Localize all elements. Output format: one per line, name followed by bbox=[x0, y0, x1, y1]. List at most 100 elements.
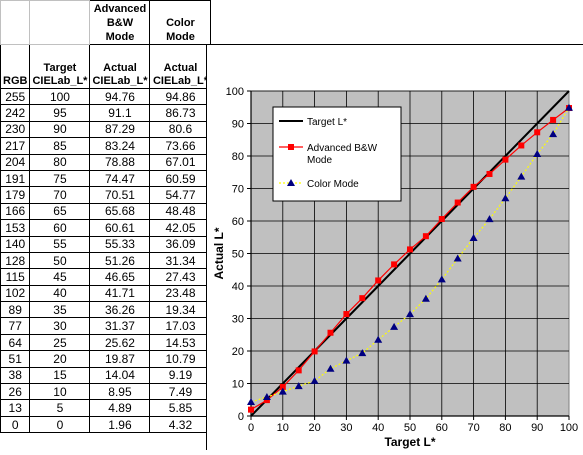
cell-color[interactable]: 9.19 bbox=[149, 366, 212, 385]
cell-adv[interactable]: 91.1 bbox=[89, 104, 151, 122]
cell-color[interactable]: 5.85 bbox=[149, 399, 212, 417]
cell-rgb[interactable]: 38 bbox=[0, 366, 31, 385]
cell-adv[interactable]: 94.76 bbox=[89, 87, 151, 106]
cell-rgb[interactable]: 89 bbox=[0, 301, 31, 319]
data-point-triangle bbox=[374, 335, 383, 343]
cell-color[interactable]: 27.43 bbox=[149, 268, 212, 286]
cell-color[interactable]: 14.53 bbox=[149, 333, 212, 352]
cell-color[interactable]: 54.77 bbox=[149, 186, 212, 204]
cell-rgb[interactable]: 51 bbox=[0, 350, 31, 368]
cell-color[interactable]: 42.05 bbox=[149, 219, 212, 237]
rgb-header[interactable]: RGB bbox=[0, 44, 31, 89]
cell-target[interactable]: 90 bbox=[29, 120, 91, 139]
cell-color[interactable]: 86.73 bbox=[149, 104, 212, 122]
cell-color[interactable]: 67.01 bbox=[149, 153, 212, 171]
cell-rgb[interactable]: 26 bbox=[0, 383, 31, 401]
cell-adv[interactable]: 25.62 bbox=[89, 333, 151, 352]
cell-rgb[interactable]: 242 bbox=[0, 104, 31, 122]
cell-rgb[interactable]: 0 bbox=[0, 415, 31, 434]
cell-rgb[interactable]: 217 bbox=[0, 137, 31, 155]
cell-target[interactable]: 20 bbox=[29, 350, 91, 368]
color-mode-header[interactable]: Color Mode bbox=[149, 0, 212, 45]
cell-target[interactable]: 45 bbox=[29, 268, 91, 286]
actual-color-header[interactable]: Actual CIELab_L* bbox=[149, 44, 212, 89]
target-header[interactable]: Target CIELab_L* bbox=[29, 44, 91, 89]
cell-adv[interactable]: 55.33 bbox=[89, 235, 151, 253]
cell-rgb[interactable]: 153 bbox=[0, 219, 31, 237]
cell-color[interactable]: 10.79 bbox=[149, 350, 212, 368]
cell-rgb[interactable]: 128 bbox=[0, 251, 31, 270]
actual-adv-header[interactable]: Actual CIELab_L* bbox=[89, 44, 151, 89]
cell-adv[interactable]: 14.04 bbox=[89, 366, 151, 385]
cell-rgb[interactable]: 204 bbox=[0, 153, 31, 171]
cell-target[interactable]: 60 bbox=[29, 219, 91, 237]
cell-rgb[interactable]: 140 bbox=[0, 235, 31, 253]
adv-mode-header[interactable]: Advanced B&W Mode bbox=[89, 0, 151, 45]
cell-adv[interactable]: 51.26 bbox=[89, 251, 151, 270]
cell-target[interactable]: 85 bbox=[29, 137, 91, 155]
cell-adv[interactable]: 60.61 bbox=[89, 219, 151, 237]
cell-rgb[interactable]: 77 bbox=[0, 317, 31, 335]
cell-adv[interactable]: 87.29 bbox=[89, 120, 151, 139]
cell-color[interactable]: 31.34 bbox=[149, 251, 212, 270]
cell-rgb[interactable]: 102 bbox=[0, 284, 31, 303]
cell-target[interactable]: 50 bbox=[29, 251, 91, 270]
data-point-triangle bbox=[437, 275, 446, 283]
cell-rgb[interactable]: 115 bbox=[0, 268, 31, 286]
cell-adv[interactable]: 41.71 bbox=[89, 284, 151, 303]
cell-target[interactable]: 10 bbox=[29, 383, 91, 401]
cell-color[interactable]: 94.86 bbox=[149, 87, 212, 106]
cell-target[interactable]: 65 bbox=[29, 202, 91, 221]
cell-target[interactable]: 30 bbox=[29, 317, 91, 335]
cell-target[interactable]: 35 bbox=[29, 301, 91, 319]
cell-adv[interactable]: 1.96 bbox=[89, 415, 151, 434]
chart-area[interactable]: 0 10 20 30 40 50 60 70 80 90 100 0 10 20 30 40 50 60 70 80 9… bbox=[206, 44, 583, 450]
cell-adv[interactable]: 36.26 bbox=[89, 301, 151, 319]
cell-color[interactable]: 60.59 bbox=[149, 169, 212, 188]
empty-cell[interactable] bbox=[0, 0, 31, 45]
cell-color[interactable]: 48.48 bbox=[149, 202, 212, 221]
cell-rgb[interactable]: 255 bbox=[0, 87, 31, 106]
cell-adv[interactable]: 19.87 bbox=[89, 350, 151, 368]
cell-adv[interactable]: 83.24 bbox=[89, 137, 151, 155]
cell-adv[interactable]: 65.68 bbox=[89, 202, 151, 221]
cell-color[interactable]: 36.09 bbox=[149, 235, 212, 253]
cell-color[interactable]: 80.6 bbox=[149, 120, 212, 139]
data-point-triangle bbox=[533, 150, 542, 158]
cell-color[interactable]: 7.49 bbox=[149, 383, 212, 401]
y-tick-label: 20 bbox=[232, 346, 244, 358]
cell-rgb[interactable]: 166 bbox=[0, 202, 31, 221]
cell-color[interactable]: 4.32 bbox=[149, 415, 212, 434]
cell-target[interactable]: 55 bbox=[29, 235, 91, 253]
cell-adv[interactable]: 4.89 bbox=[89, 399, 151, 417]
cell-target[interactable]: 5 bbox=[29, 399, 91, 417]
cell-target[interactable]: 40 bbox=[29, 284, 91, 303]
cell-adv[interactable]: 8.95 bbox=[89, 383, 151, 401]
cell-adv[interactable]: 46.65 bbox=[89, 268, 151, 286]
cell-target[interactable]: 0 bbox=[29, 415, 91, 434]
empty-cell[interactable] bbox=[29, 0, 91, 45]
cell-target[interactable]: 80 bbox=[29, 153, 91, 171]
cell-rgb[interactable]: 64 bbox=[0, 333, 31, 352]
legend-label: Mode bbox=[307, 155, 332, 166]
cell-rgb[interactable]: 230 bbox=[0, 120, 31, 139]
cell-target[interactable]: 15 bbox=[29, 366, 91, 385]
cell-target[interactable]: 70 bbox=[29, 186, 91, 204]
cell-target[interactable]: 100 bbox=[29, 87, 91, 106]
cell-color[interactable]: 17.03 bbox=[149, 317, 212, 335]
cell-adv[interactable]: 31.37 bbox=[89, 317, 151, 335]
cell-adv[interactable]: 70.51 bbox=[89, 186, 151, 204]
cell-adv[interactable]: 74.47 bbox=[89, 169, 151, 188]
cell-target[interactable]: 95 bbox=[29, 104, 91, 122]
cell-rgb[interactable]: 179 bbox=[0, 186, 31, 204]
cell-color[interactable]: 73.66 bbox=[149, 137, 212, 155]
data-point-triangle bbox=[358, 349, 367, 357]
cell-color[interactable]: 23.48 bbox=[149, 284, 212, 303]
actual-color-header-line1: Actual bbox=[163, 62, 198, 74]
cell-adv[interactable]: 78.88 bbox=[89, 153, 151, 171]
cell-rgb[interactable]: 191 bbox=[0, 169, 31, 188]
cell-target[interactable]: 25 bbox=[29, 333, 91, 352]
cell-color[interactable]: 19.34 bbox=[149, 301, 212, 319]
cell-rgb[interactable]: 13 bbox=[0, 399, 31, 417]
cell-target[interactable]: 75 bbox=[29, 169, 91, 188]
